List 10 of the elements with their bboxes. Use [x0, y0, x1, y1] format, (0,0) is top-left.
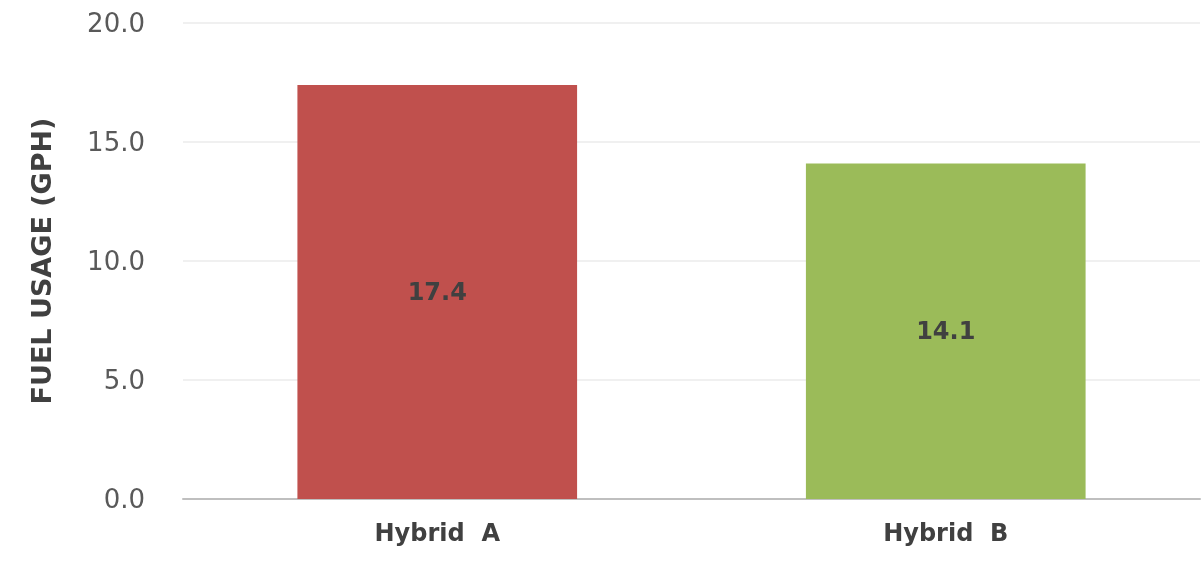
y-tick-label: 5.0: [103, 365, 145, 395]
y-tick-label: 10.0: [87, 246, 145, 276]
x-tick-label: Hybrid A: [374, 519, 501, 547]
data-label: 17.4: [407, 277, 467, 306]
y-tick-label: 15.0: [87, 127, 145, 157]
x-tick-label: Hybrid B: [883, 519, 1009, 547]
y-tick-label: 0.0: [103, 484, 145, 514]
data-label: 14.1: [916, 317, 976, 346]
y-tick-label: 20.0: [87, 8, 145, 38]
y-axis-title: FUEL USAGE (GPH): [26, 117, 57, 405]
